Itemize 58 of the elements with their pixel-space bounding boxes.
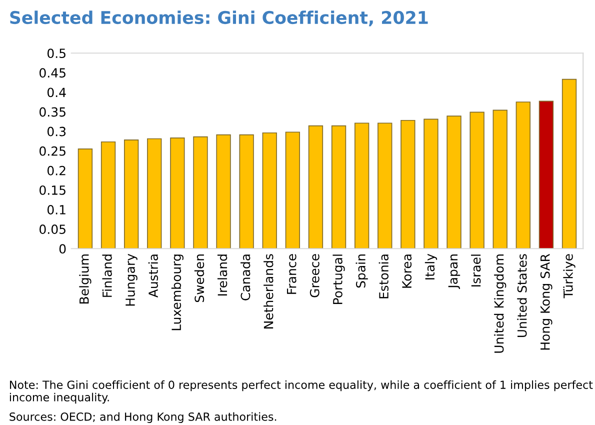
x-tick-label: France	[287, 254, 296, 294]
bar	[193, 136, 208, 249]
x-tick-label: United States	[517, 254, 527, 338]
text: Note: The Gini coefficient of 0 represents perfect income equality, while a coefficient of 1 implies perfect income inequality.	[10, 380, 593, 404]
bar	[100, 141, 116, 249]
bar	[124, 140, 139, 249]
bar	[562, 78, 577, 249]
x-tick-label: Estonia	[378, 254, 388, 298]
y-tick-label: 0.5	[47, 48, 66, 58]
y-tick-label: 0.1	[47, 204, 66, 214]
x-tick-label: United Kingdom	[494, 254, 506, 353]
x-tick-label: Belgium	[79, 254, 92, 304]
y-tick-label: 0.25	[40, 146, 66, 156]
x-tick-label: Spain	[356, 254, 368, 288]
bar	[331, 125, 346, 249]
bar	[378, 122, 392, 249]
bar	[538, 100, 554, 249]
bar	[78, 148, 93, 249]
x-tick-label: Korea	[402, 254, 412, 288]
source-note: Sources: OECD; and Hong Kong SAR authorities.	[10, 412, 276, 424]
bar	[446, 116, 462, 249]
y-tick-label: 0.45	[40, 68, 66, 78]
x-tick-label: Hong Kong SAR	[540, 254, 552, 350]
x-tick-label: Sweden	[194, 254, 204, 302]
x-tick-label: Netherlands	[264, 254, 274, 328]
bar	[216, 134, 231, 249]
x-tick-label: Ireland	[217, 254, 228, 296]
bar	[285, 132, 300, 249]
x-tick-label: Türkiye	[563, 254, 576, 298]
bar	[470, 112, 484, 249]
y-tick-label: 0	[59, 244, 66, 254]
y-tick-label: 0.2	[47, 166, 66, 176]
x-tick-label: Canada	[240, 254, 250, 300]
x-tick-label: Italy	[424, 254, 438, 280]
bar	[400, 120, 416, 249]
y-tick-label: 0.35	[40, 107, 66, 117]
x-tick-label: Finland	[102, 254, 112, 297]
bar	[308, 125, 324, 249]
bar	[354, 122, 370, 249]
x-tick-label: Israel	[471, 254, 481, 286]
x-tick-label: Austria	[148, 254, 158, 298]
y-tick-label: 0.3	[47, 126, 66, 136]
chart-title: Selected Economies: Gini Coefficient, 2021	[10, 10, 428, 26]
x-tick-label: Japan	[448, 254, 460, 289]
bar	[492, 110, 508, 249]
x-tick-label: Hungary	[126, 254, 138, 306]
y-tick-label: 0.15	[40, 185, 66, 195]
x-tick-label: Luxembourg	[171, 254, 184, 330]
y-tick-label: 0.4	[47, 88, 66, 98]
bar	[147, 138, 162, 249]
y-tick-label: 0.05	[40, 224, 66, 234]
x-tick-label: Portugal	[332, 254, 345, 304]
x-tick-label: Greece	[310, 254, 320, 298]
bar	[262, 132, 277, 249]
bar	[424, 118, 438, 249]
bar	[239, 134, 254, 249]
bar	[516, 102, 531, 249]
bar	[170, 138, 185, 249]
